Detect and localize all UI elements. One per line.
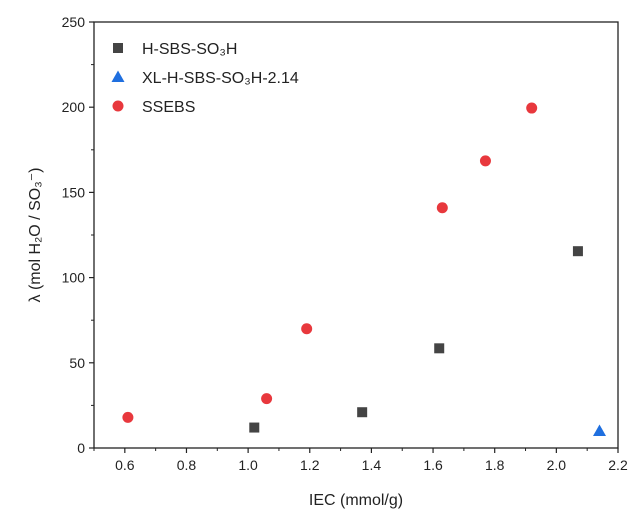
legend-marker-triangle bbox=[111, 70, 125, 82]
legend-marker-circle bbox=[112, 100, 124, 112]
y-axis-title: λ (mol H₂O / SO₃⁻) bbox=[27, 168, 44, 303]
x-axis-title: IEC (mmol/g) bbox=[309, 492, 403, 509]
y-tick-label: 150 bbox=[62, 184, 86, 200]
legend-label: H-SBS-SO₃H bbox=[142, 41, 237, 58]
data-point-circle bbox=[526, 102, 538, 114]
x-tick-label: 1.6 bbox=[423, 457, 443, 473]
data-point-square bbox=[249, 422, 260, 433]
legend-label: XL-H-SBS-SO₃H-2.14 bbox=[142, 70, 299, 87]
data-point-circle bbox=[479, 155, 491, 167]
data-points bbox=[122, 102, 607, 436]
x-tick-label: 0.6 bbox=[115, 457, 135, 473]
data-point-triangle bbox=[593, 424, 607, 436]
x-tick-label: 0.8 bbox=[177, 457, 197, 473]
data-point-circle bbox=[301, 323, 313, 335]
y-tick-label: 0 bbox=[77, 440, 85, 456]
data-point-square bbox=[357, 407, 368, 418]
data-point-circle bbox=[122, 411, 134, 423]
x-tick-label: 1.0 bbox=[238, 457, 258, 473]
x-tick-label: 1.2 bbox=[300, 457, 320, 473]
data-point-square bbox=[572, 246, 583, 257]
data-point-circle bbox=[261, 393, 273, 405]
y-tick-label: 100 bbox=[62, 270, 86, 286]
x-tick-label: 2.0 bbox=[547, 457, 567, 473]
x-tick-label: 1.4 bbox=[362, 457, 382, 473]
x-tick-label: 2.2 bbox=[608, 457, 628, 473]
data-point-square bbox=[434, 343, 445, 354]
legend-marker-square bbox=[113, 43, 123, 53]
y-tick-label: 50 bbox=[69, 355, 85, 371]
legend-label: SSEBS bbox=[142, 99, 195, 116]
y-tick-label: 250 bbox=[62, 14, 86, 30]
x-tick-label: 1.8 bbox=[485, 457, 505, 473]
legend: H-SBS-SO₃H XL-H-SBS-SO₃H-2.14 SSEBS bbox=[111, 41, 299, 116]
y-tick-label: 200 bbox=[62, 99, 86, 115]
axis-ticks: 0.6 0.8 1.0 1.2 1.4 1.6 1.8 2.0 2.2 0 50 100 150 200 2… bbox=[62, 14, 628, 473]
data-point-circle bbox=[436, 202, 448, 214]
